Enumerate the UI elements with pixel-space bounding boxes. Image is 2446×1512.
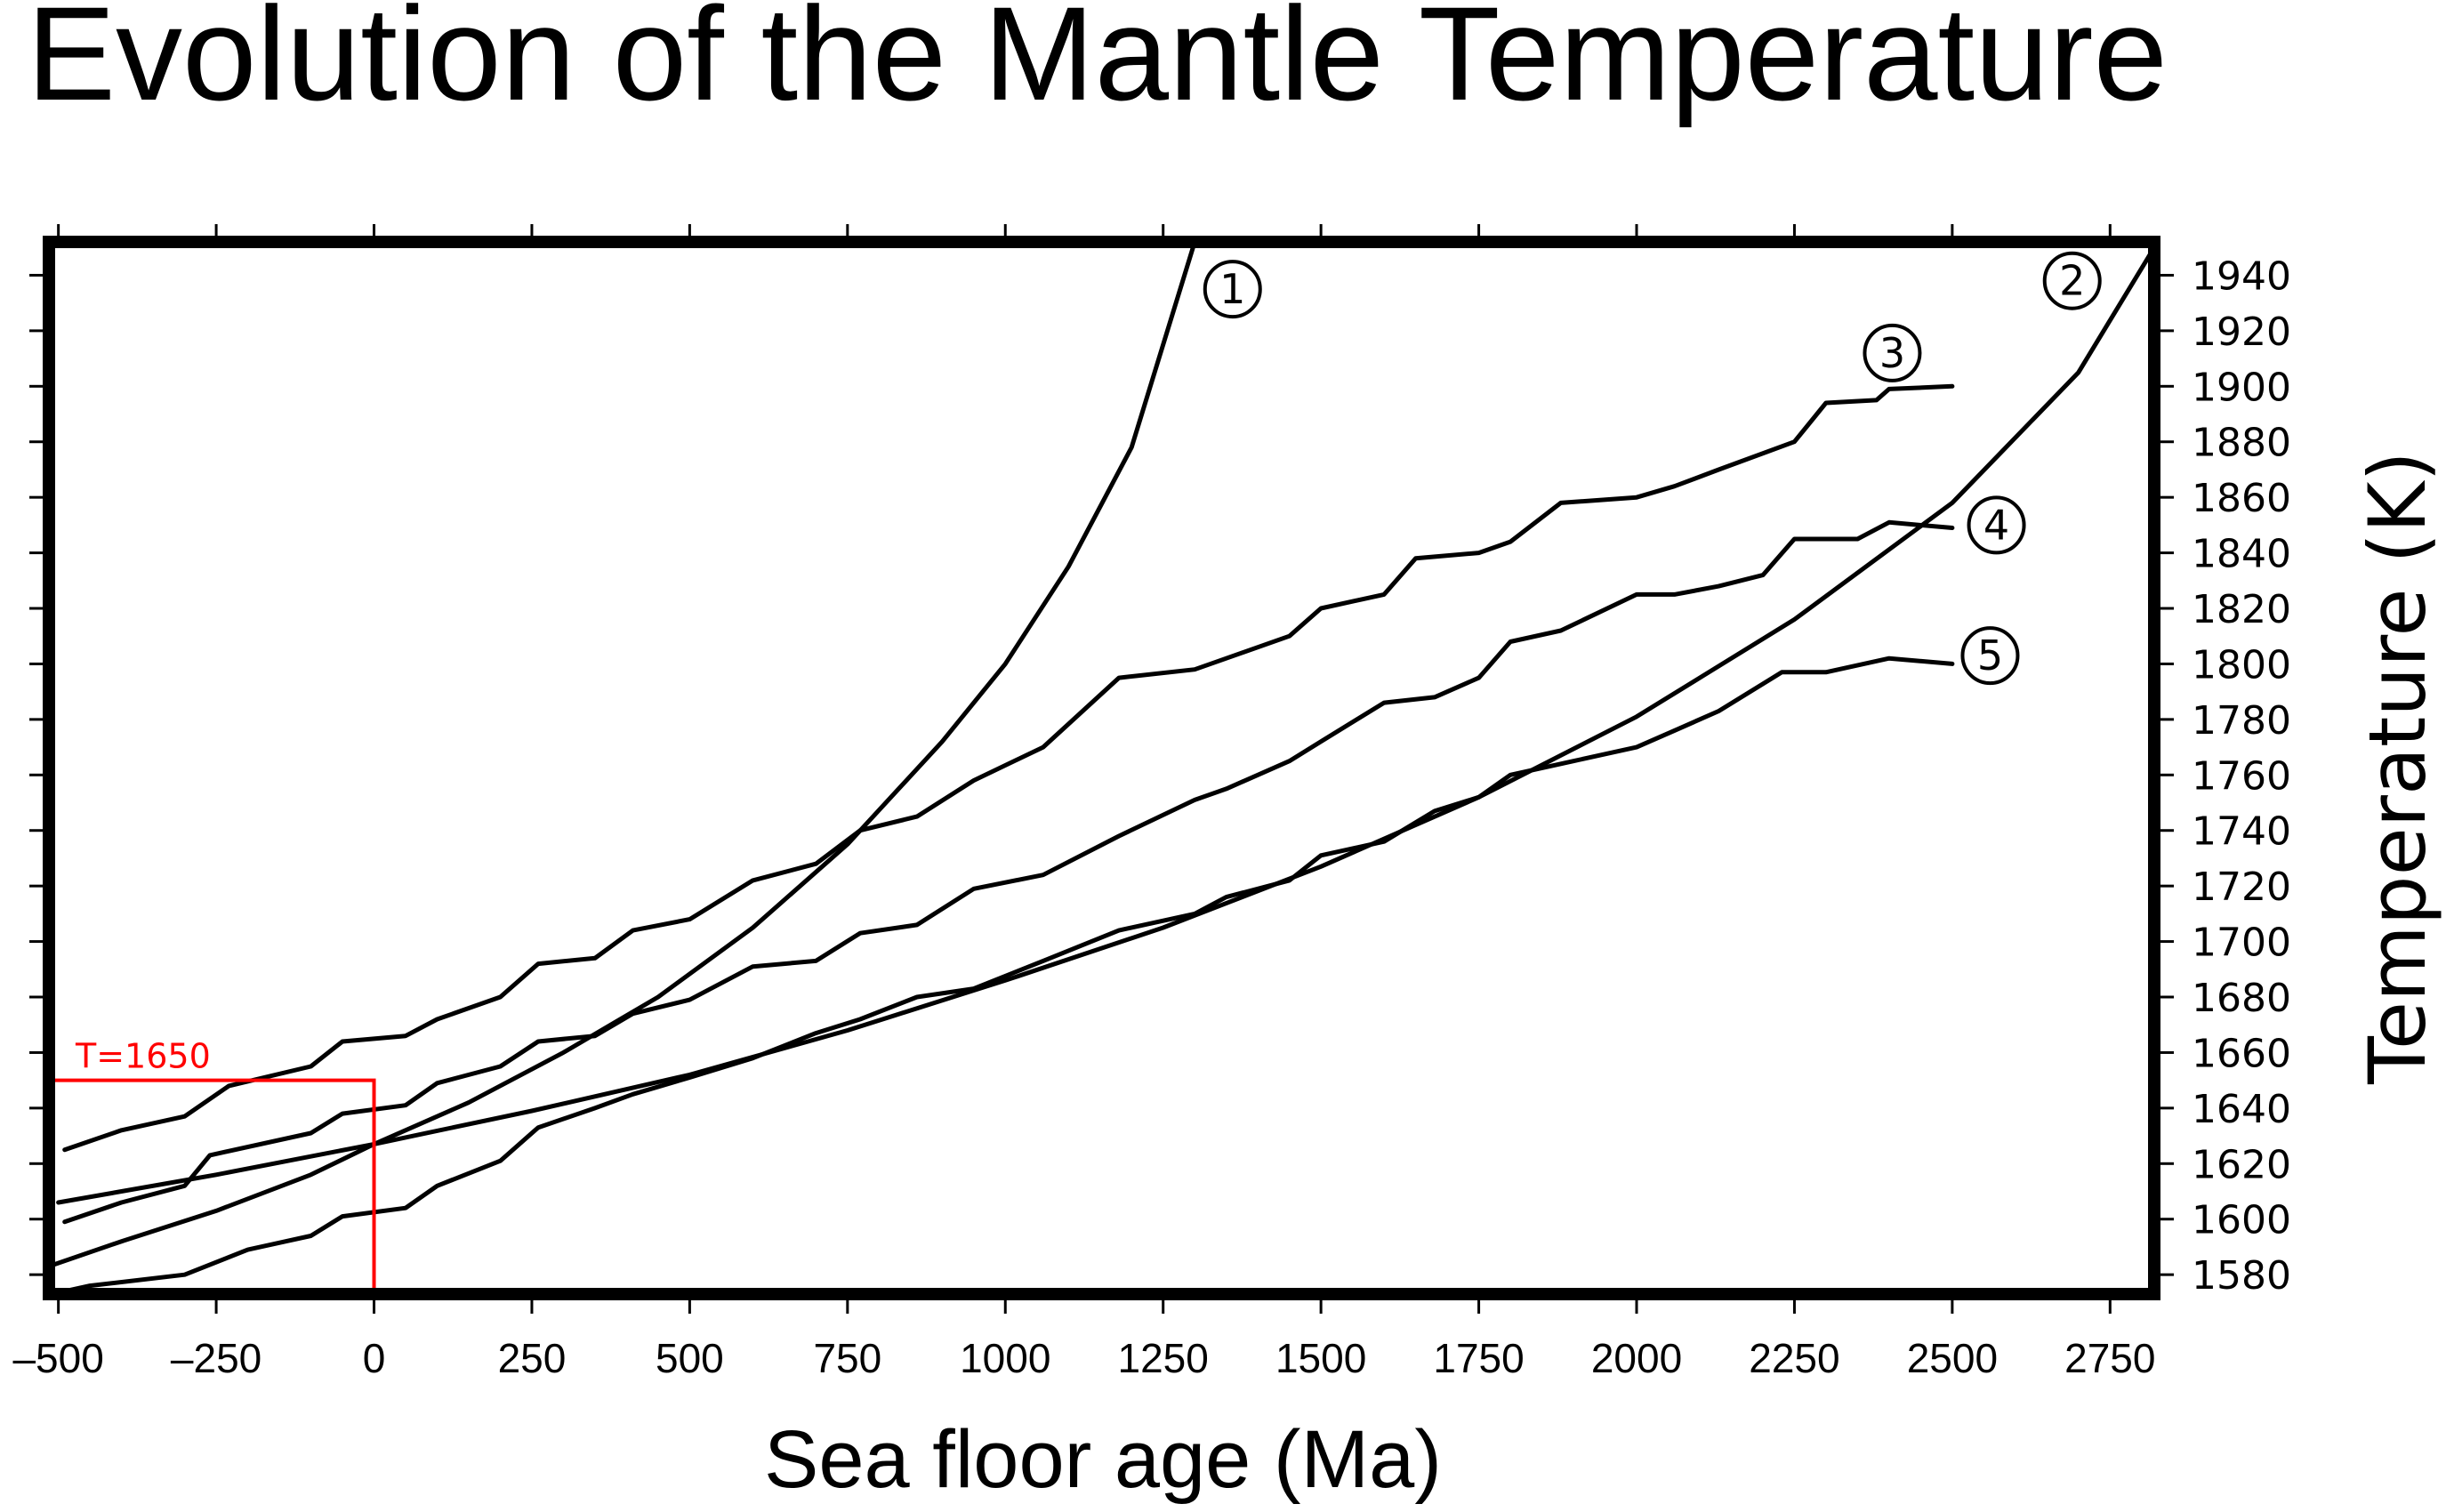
curve-marker-2	[2042, 251, 2102, 310]
x-tick-label: 0	[363, 1335, 386, 1381]
y-tick-label: 1640	[2192, 1087, 2291, 1132]
x-tick-label: 1250	[1118, 1335, 1209, 1381]
y-tick-label: 1880	[2192, 421, 2291, 466]
x-tick-label: 2250	[1749, 1335, 1839, 1381]
y-axis-label: Temperature (K)	[2352, 451, 2443, 1085]
y-tick-label: 1840	[2192, 532, 2291, 577]
y-tick-label: 1600	[2192, 1198, 2291, 1243]
x-axis-label: Sea floor age (Ma)	[764, 1414, 1442, 1505]
y-tick-label: 1680	[2192, 976, 2291, 1021]
x-tick-label: 750	[813, 1335, 881, 1381]
reference-lines: T=1650	[49, 1037, 376, 1294]
frame-border	[43, 236, 2160, 1300]
curve-marker-label: 3	[1879, 329, 1905, 377]
reference-label: T=1650	[75, 1037, 211, 1076]
curve-marker-3	[1863, 323, 1922, 382]
y-tick-label: 1580	[2192, 1253, 2291, 1299]
x-tick-label: 1750	[1433, 1335, 1524, 1381]
x-tick-label: –250	[171, 1335, 261, 1381]
plot-frame	[43, 236, 2160, 1300]
y-tick-label: 1920	[2192, 310, 2291, 355]
y-tick-label: 1900	[2192, 365, 2291, 410]
curve-markers: 1 2 3 4 5	[1203, 251, 2102, 686]
y-tick-label: 1620	[2192, 1142, 2291, 1187]
curve-marker-label: 4	[1983, 501, 2009, 549]
y-tick-label: 1800	[2192, 642, 2291, 688]
series-line-1	[49, 242, 1197, 1269]
curve-marker-label: 1	[1219, 265, 1245, 313]
curve-marker-5	[1960, 626, 2020, 686]
x-tick-label: 250	[498, 1335, 567, 1381]
series-line-2	[56, 245, 2154, 1205]
series-line-5	[50, 655, 1955, 1294]
x-tick-label: 1000	[960, 1335, 1050, 1381]
series-line-3	[62, 383, 1955, 1153]
x-tick-label: –500	[12, 1335, 103, 1381]
y-tick-label: 1860	[2192, 476, 2291, 521]
curve-marker-label: 5	[1977, 631, 2003, 680]
y-tick-label: 1700	[2192, 921, 2291, 966]
x-tick-label: 1500	[1275, 1335, 1366, 1381]
series-line-4	[62, 519, 1955, 1225]
curves	[49, 242, 2154, 1294]
y-tick-label: 1940	[2192, 253, 2291, 299]
y-tick-label: 1760	[2192, 753, 2291, 799]
x-tick-label: 2000	[1591, 1335, 1682, 1381]
curve-marker-1	[1203, 260, 1262, 319]
y-tick-label: 1820	[2192, 587, 2291, 632]
y-tick-label: 1780	[2192, 698, 2291, 744]
x-tick-label: 2500	[1907, 1335, 1998, 1381]
y-axis-ticks: 1580 1600 1620 1640 1660 1680 1700 1720 1740 1760…	[29, 253, 2291, 1299]
x-tick-label: 500	[656, 1335, 724, 1381]
y-tick-label: 1740	[2192, 809, 2291, 855]
x-tick-label: 2750	[2064, 1335, 2155, 1381]
y-tick-label: 1660	[2192, 1031, 2291, 1076]
reference-line-t1650	[49, 1078, 376, 1294]
x-axis-ticks: –500 –250 0 250 500 750 1000 1250 1500 1750 2000 22…	[12, 224, 2155, 1381]
curve-marker-4	[1967, 495, 2026, 555]
y-tick-label: 1720	[2192, 865, 2291, 910]
chart-title: Evolution of the Mantle Temperature	[27, 0, 2168, 128]
curve-marker-label: 2	[2059, 257, 2085, 305]
